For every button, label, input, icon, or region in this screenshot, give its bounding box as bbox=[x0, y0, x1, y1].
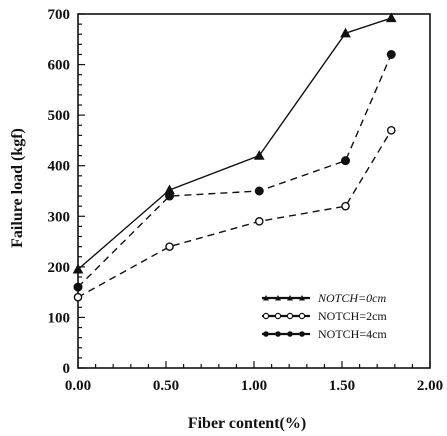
data-point bbox=[165, 191, 175, 201]
data-point bbox=[386, 126, 396, 135]
y-tick-label: 600 bbox=[48, 58, 71, 74]
x-tick-label: 0.00 bbox=[65, 378, 91, 394]
data-point bbox=[341, 156, 351, 166]
legend-label: NOTCH=4cm bbox=[318, 327, 387, 341]
legend-marker bbox=[287, 331, 293, 337]
legend-marker bbox=[299, 295, 305, 301]
legend-marker bbox=[263, 295, 269, 301]
series-3 bbox=[73, 49, 396, 292]
legend-marker bbox=[287, 295, 293, 301]
y-tick-label: 500 bbox=[48, 108, 71, 124]
axis-tick-labels: 0.00 0.50 1.00 1.50 2.00 0 100 200 300 400 500 600 7… bbox=[48, 7, 444, 394]
data-point bbox=[72, 263, 84, 274]
legend-marker bbox=[299, 331, 305, 337]
x-tick-label: 1.00 bbox=[241, 378, 267, 394]
legend-marker bbox=[263, 331, 269, 337]
axis-ticks bbox=[77, 13, 431, 369]
data-point bbox=[73, 282, 83, 292]
x-tick-label: 1.50 bbox=[329, 378, 355, 394]
series-line bbox=[77, 17, 392, 270]
data-point bbox=[340, 27, 351, 38]
data-point bbox=[165, 242, 174, 251]
data-point bbox=[253, 150, 265, 160]
legend-label: NOTCH=2cm bbox=[318, 309, 387, 323]
series-1 bbox=[72, 12, 397, 274]
y-tick-label: 400 bbox=[48, 159, 71, 175]
legend: NOTCH=0cm NOTCH=2cm NOTCH=4cm bbox=[262, 291, 387, 341]
data-point bbox=[73, 292, 83, 302]
legend-marker bbox=[275, 295, 281, 301]
legend-marker bbox=[274, 312, 282, 320]
legend-item-1: NOTCH=0cm bbox=[262, 291, 386, 305]
data-point bbox=[341, 201, 350, 211]
data-point bbox=[254, 186, 264, 196]
y-tick-label: 300 bbox=[48, 209, 71, 225]
y-tick-label: 700 bbox=[48, 7, 71, 23]
y-axis-title: Failure load (kgf) bbox=[9, 128, 26, 248]
legend-marker bbox=[298, 312, 306, 320]
x-tick-label: 0.50 bbox=[153, 378, 179, 394]
y-tick-label: 100 bbox=[48, 310, 71, 326]
legend-marker bbox=[275, 331, 281, 337]
x-tick-label: 2.00 bbox=[417, 378, 443, 394]
series-line bbox=[77, 54, 392, 288]
series-line bbox=[77, 129, 392, 298]
legend-item-3: NOTCH=4cm bbox=[262, 327, 387, 341]
series-2 bbox=[73, 126, 396, 302]
legend-item-2: NOTCH=2cm bbox=[262, 309, 387, 323]
x-axis-title: Fiber content(%) bbox=[188, 415, 306, 432]
series-layer bbox=[72, 12, 397, 302]
y-tick-label: 0 bbox=[63, 361, 71, 377]
data-point bbox=[254, 217, 264, 226]
legend-marker bbox=[262, 312, 270, 320]
data-point bbox=[385, 12, 397, 23]
y-tick-label: 200 bbox=[48, 260, 71, 276]
legend-label: NOTCH=0cm bbox=[317, 291, 386, 305]
legend-marker bbox=[286, 312, 294, 320]
data-point bbox=[386, 49, 396, 59]
